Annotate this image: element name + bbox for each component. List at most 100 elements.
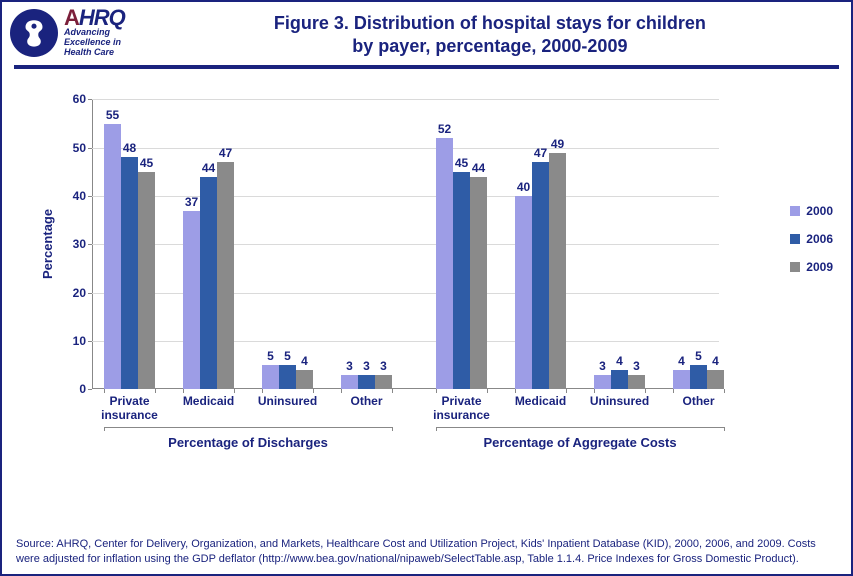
ahrq-logo: AHRQ Advancing Excellence in Health Care xyxy=(60,6,129,59)
bar-value-label: 45 xyxy=(138,156,155,170)
y-tick-mark xyxy=(88,341,92,342)
y-tick-label: 60 xyxy=(73,92,86,106)
bar: 4 xyxy=(611,370,628,389)
x-tick-mark xyxy=(566,389,567,393)
hhs-seal-icon xyxy=(10,9,58,57)
y-axis-title: Percentage xyxy=(40,209,55,279)
bar-value-label: 5 xyxy=(262,349,279,363)
y-tick-label: 40 xyxy=(73,189,86,203)
category-label: Uninsured xyxy=(248,395,328,409)
bar-value-label: 4 xyxy=(707,354,724,368)
figure-title-line2: by payer, percentage, 2000-2009 xyxy=(137,35,843,58)
legend-label: 2009 xyxy=(806,260,833,274)
legend-item: 2006 xyxy=(790,232,833,246)
bar: 4 xyxy=(673,370,690,389)
legend-label: 2000 xyxy=(806,204,833,218)
bar-value-label: 3 xyxy=(628,359,645,373)
x-tick-mark xyxy=(183,389,184,393)
y-tick-label: 50 xyxy=(73,141,86,155)
bar-value-label: 45 xyxy=(453,156,470,170)
section-label: Percentage of Aggregate Costs xyxy=(436,435,724,450)
x-tick-mark xyxy=(436,427,437,431)
bar-value-label: 3 xyxy=(375,359,392,373)
x-tick-mark xyxy=(673,389,674,393)
bar-value-label: 47 xyxy=(532,146,549,160)
y-tick-label: 20 xyxy=(73,286,86,300)
grid-line xyxy=(92,99,719,100)
bar: 3 xyxy=(341,375,358,390)
x-tick-mark xyxy=(262,389,263,393)
bar: 55 xyxy=(104,124,121,390)
x-tick-mark xyxy=(313,389,314,393)
category-label: Privateinsurance xyxy=(422,395,502,423)
header-divider xyxy=(14,65,839,69)
bar-value-label: 5 xyxy=(279,349,296,363)
chart: Percentage 01020304050605548453744475543… xyxy=(20,79,833,531)
y-tick-mark xyxy=(88,99,92,100)
section-label: Percentage of Discharges xyxy=(104,435,392,450)
bar: 4 xyxy=(296,370,313,389)
x-tick-mark xyxy=(645,389,646,393)
plot-area: 0102030405060554845374447554333524544404… xyxy=(92,99,719,389)
x-tick-mark xyxy=(341,389,342,393)
y-tick-mark xyxy=(88,389,92,390)
logo-block: AHRQ Advancing Excellence in Health Care xyxy=(10,6,129,59)
x-tick-mark xyxy=(724,389,725,393)
bar: 3 xyxy=(594,375,611,390)
bar: 44 xyxy=(200,177,217,390)
bar-value-label: 3 xyxy=(358,359,375,373)
bar-value-label: 44 xyxy=(470,161,487,175)
header: AHRQ Advancing Excellence in Health Care… xyxy=(2,2,851,59)
bar-value-label: 4 xyxy=(611,354,628,368)
bar-value-label: 4 xyxy=(296,354,313,368)
bar: 4 xyxy=(707,370,724,389)
y-tick-mark xyxy=(88,244,92,245)
y-tick-mark xyxy=(88,148,92,149)
bar: 5 xyxy=(690,365,707,389)
x-tick-mark xyxy=(487,389,488,393)
bar-value-label: 49 xyxy=(549,137,566,151)
bar: 3 xyxy=(375,375,392,390)
x-tick-mark xyxy=(234,389,235,393)
section-rule xyxy=(436,427,724,428)
x-tick-mark xyxy=(392,389,393,393)
bar-value-label: 48 xyxy=(121,141,138,155)
bar: 49 xyxy=(549,153,566,390)
bar-value-label: 52 xyxy=(436,122,453,136)
legend-swatch xyxy=(790,262,800,272)
bar: 47 xyxy=(217,162,234,389)
bar-value-label: 4 xyxy=(673,354,690,368)
bar: 3 xyxy=(628,375,645,390)
bar-value-label: 40 xyxy=(515,180,532,194)
bar: 3 xyxy=(358,375,375,390)
x-tick-mark xyxy=(594,389,595,393)
x-tick-mark xyxy=(155,389,156,393)
x-tick-mark xyxy=(436,389,437,393)
x-tick-mark xyxy=(104,389,105,393)
category-label: Other xyxy=(327,395,407,409)
bar: 48 xyxy=(121,157,138,389)
section-rule xyxy=(104,427,392,428)
bar: 45 xyxy=(453,172,470,390)
legend: 2000 2006 2009 xyxy=(790,204,833,274)
bar-value-label: 55 xyxy=(104,108,121,122)
bar-value-label: 44 xyxy=(200,161,217,175)
figure-frame: AHRQ Advancing Excellence in Health Care… xyxy=(0,0,853,576)
legend-item: 2000 xyxy=(790,204,833,218)
bar: 45 xyxy=(138,172,155,390)
bar: 5 xyxy=(279,365,296,389)
y-tick-label: 30 xyxy=(73,237,86,251)
grid-line xyxy=(92,148,719,149)
category-label: Other xyxy=(659,395,739,409)
legend-swatch xyxy=(790,234,800,244)
y-tick-mark xyxy=(88,293,92,294)
bar: 40 xyxy=(515,196,532,389)
x-tick-mark xyxy=(724,427,725,431)
figure-title: Figure 3. Distribution of hospital stays… xyxy=(137,6,843,59)
y-tick-label: 10 xyxy=(73,334,86,348)
x-tick-mark xyxy=(104,427,105,431)
bar-value-label: 5 xyxy=(690,349,707,363)
bar: 47 xyxy=(532,162,549,389)
figure-title-line1: Figure 3. Distribution of hospital stays… xyxy=(137,12,843,35)
legend-item: 2009 xyxy=(790,260,833,274)
